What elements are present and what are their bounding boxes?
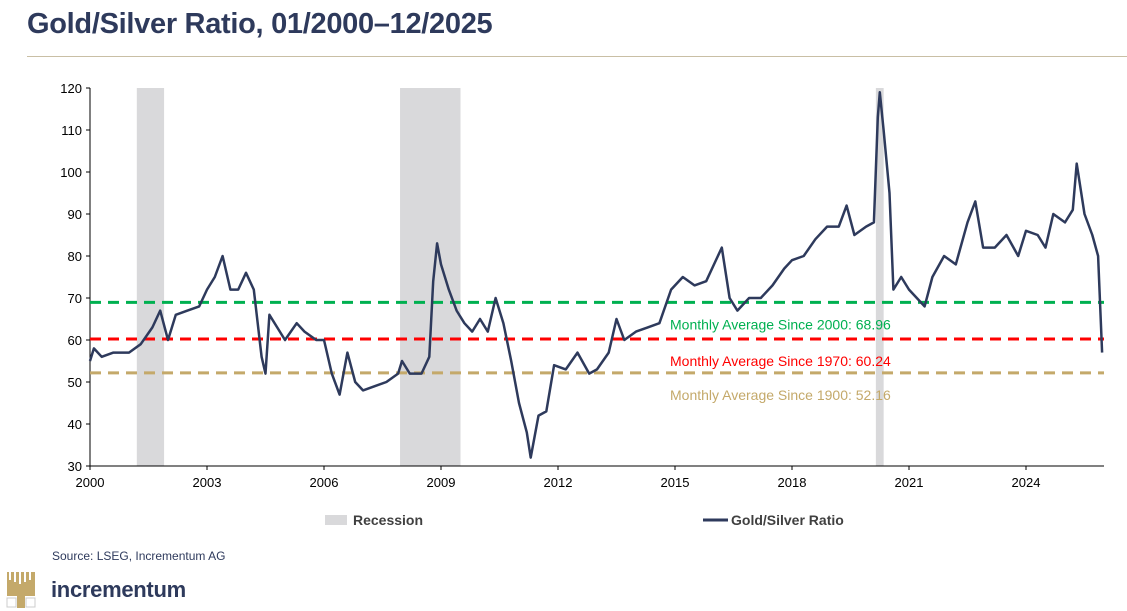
x-tick-label: 2009 — [427, 475, 456, 490]
legend-recession-label: Recession — [353, 512, 423, 528]
reference-line-label: Monthly Average Since 1900: 52.16 — [670, 387, 891, 403]
legend-series-label: Gold/Silver Ratio — [731, 512, 844, 528]
x-tick-label: 2003 — [193, 475, 222, 490]
incrementum-logo: incrementum — [4, 572, 186, 608]
y-tick-label: 120 — [60, 81, 82, 96]
recession-band — [875, 88, 884, 466]
legend-recession-swatch — [325, 515, 347, 525]
y-tick-label: 80 — [68, 249, 82, 264]
y-tick-label: 110 — [61, 123, 82, 138]
y-tick-label: 40 — [68, 417, 82, 432]
x-tick-label: 2021 — [895, 475, 924, 490]
chart: 30 40 50 60 70 80 90 100 110 120 2000 2003 2006 2009 2… — [60, 81, 1104, 528]
title-divider — [27, 56, 1127, 57]
y-tick-label: 70 — [68, 291, 82, 306]
x-tick-label: 2012 — [544, 475, 573, 490]
x-tick-label: 2015 — [661, 475, 690, 490]
reference-line-label: Monthly Average Since 1970: 60.24 — [670, 353, 891, 369]
reference-line-label: Monthly Average Since 2000: 68.96 — [670, 316, 891, 332]
recession-band — [400, 88, 461, 466]
chart-title: Gold/Silver Ratio, 01/2000–12/2025 — [27, 8, 493, 40]
x-tick-label: 2018 — [778, 475, 807, 490]
y-tick-label: 30 — [68, 459, 82, 474]
y-tick-label: 60 — [68, 333, 82, 348]
y-tick-label: 100 — [60, 165, 82, 180]
logo-text: incrementum — [51, 577, 186, 602]
source-note: Source: LSEG, Incrementum AG — [52, 549, 226, 563]
tree-logo-icon — [6, 572, 36, 608]
x-tick-label: 2006 — [310, 475, 339, 490]
recession-band — [136, 88, 165, 466]
x-tick-label: 2024 — [1012, 475, 1041, 490]
gold-silver-ratio-line — [88, 90, 1104, 459]
x-tick-label: 2000 — [76, 475, 105, 490]
y-tick-label: 90 — [68, 207, 82, 222]
y-tick-label: 50 — [68, 375, 82, 390]
